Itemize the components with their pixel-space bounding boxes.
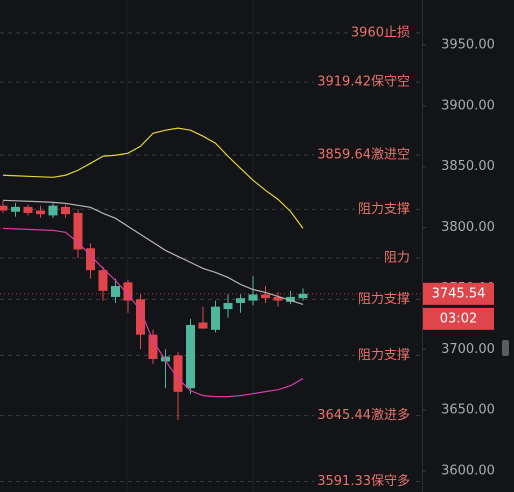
candle-body	[111, 285, 120, 297]
level-label: 阻力支撑	[358, 292, 410, 307]
level-label: 阻力支撑	[358, 348, 410, 363]
level-label-bg	[347, 25, 413, 41]
level-label: 3645.44激进多	[317, 407, 410, 423]
candle-body	[211, 306, 220, 330]
average-line	[2, 227, 304, 398]
candle-body	[148, 334, 158, 359]
candle-body	[98, 270, 108, 291]
level-label: 阻力	[384, 250, 410, 265]
candle-body	[36, 210, 45, 215]
y-tick-label: 3800.00	[441, 220, 495, 235]
y-tick-label: 3900.00	[441, 98, 495, 113]
y-tick-label: 3600.00	[441, 463, 495, 478]
candle-body	[298, 293, 308, 299]
candle-body	[61, 206, 70, 215]
level-label-bg	[380, 250, 413, 266]
level-label-bg	[354, 291, 413, 307]
level-label: 阻力支撑	[358, 202, 410, 217]
level-label-bg	[314, 407, 413, 424]
candle-body	[161, 356, 170, 362]
levels: 3960止损3919.42保守空3859.64激进空阻力支撑阻力阻力支撑阻力支撑…	[0, 25, 422, 489]
level-label-bg	[314, 74, 413, 90]
level-label-bg	[314, 472, 413, 489]
countdown-badge	[423, 307, 494, 330]
y-tick-label: 3950.00	[441, 38, 495, 53]
candle-body	[136, 299, 145, 335]
candle-body	[223, 303, 233, 310]
level-label: 3859.64激进空	[317, 147, 410, 162]
candle-body	[23, 206, 33, 213]
candle-body	[273, 296, 283, 301]
level-label: 3591.33保守多	[317, 473, 410, 489]
candle-body	[173, 355, 183, 392]
price-badge	[423, 282, 494, 305]
candle-body	[123, 282, 133, 301]
candle-body	[73, 212, 83, 250]
average-line	[2, 199, 304, 306]
countdown-label: 03:02	[440, 311, 477, 326]
candle-body	[48, 205, 58, 216]
level-label-bg	[354, 347, 413, 363]
y-tick-label: 3650.00	[441, 403, 495, 418]
level-label-bg	[314, 147, 413, 163]
candle-body	[286, 296, 295, 302]
candle-body	[186, 324, 195, 389]
candle-body	[0, 205, 8, 211]
scroll-handle[interactable]	[502, 340, 509, 356]
candle-body	[11, 206, 20, 212]
level-label: 3919.42保守空	[317, 75, 410, 90]
y-tick-label: 3700.00	[441, 342, 495, 357]
price-badge-label: 3745.54	[432, 286, 486, 301]
level-label-bg	[354, 201, 413, 217]
candle-body	[198, 322, 208, 329]
average-line	[2, 127, 304, 229]
candle-body	[248, 294, 258, 301]
candle-body	[261, 294, 270, 299]
candle-body	[86, 248, 95, 271]
candle-body	[236, 298, 245, 304]
y-tick-label: 3850.00	[441, 159, 495, 174]
level-label: 3960止损	[351, 25, 410, 40]
